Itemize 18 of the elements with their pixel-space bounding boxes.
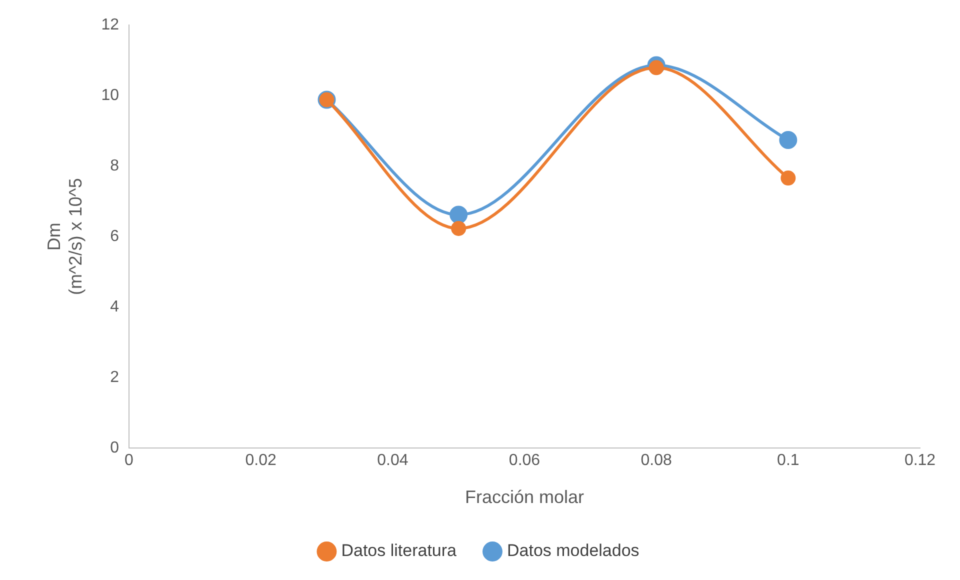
y-tick-label: 4 (110, 298, 120, 316)
x-tick-label: 0 (124, 452, 134, 470)
x-tick-label: 0.04 (377, 452, 408, 470)
x-tick-label: 0.06 (508, 452, 540, 470)
x-tick-label: 0.1 (777, 452, 800, 470)
y-tick-label: 6 (110, 228, 120, 246)
x-tick-label: 0.02 (245, 452, 277, 470)
x-tick-label: 0.08 (640, 452, 672, 470)
y-tick-label: 12 (101, 16, 120, 34)
y-tick-label: 8 (110, 157, 120, 174)
y-tick-label: 2 (110, 369, 120, 386)
y-tick-label: 0 (110, 440, 120, 457)
legend-label: Datos literatura (341, 541, 458, 560)
legend-label: Datos modelados (506, 541, 640, 560)
x-axis-title: Fracción molar (464, 487, 584, 508)
y-axis-title: Dm (m^2/s) x 10^5 (44, 178, 86, 296)
y-tick-label: 10 (101, 86, 120, 104)
x-tick-label: 0.12 (904, 452, 936, 470)
